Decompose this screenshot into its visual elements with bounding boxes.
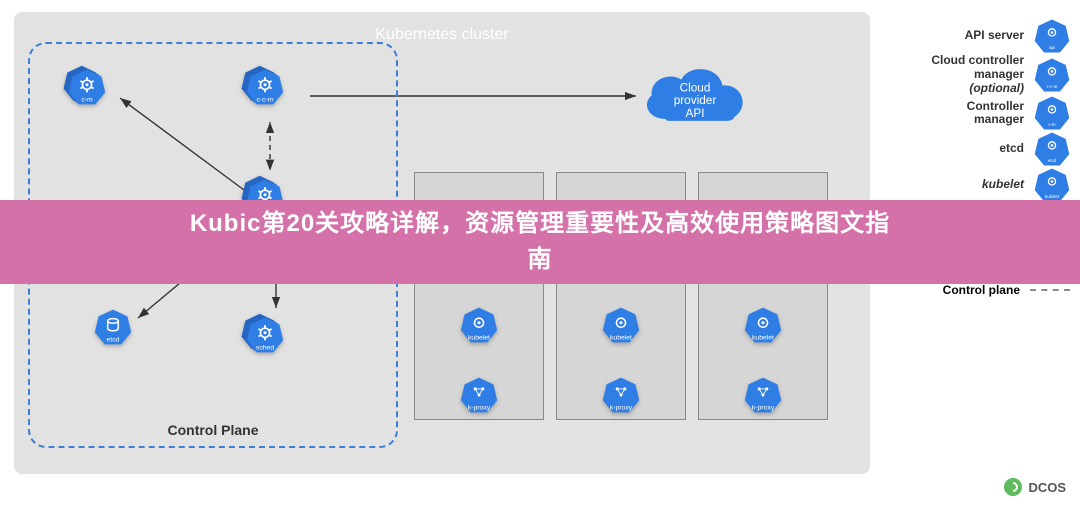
legend-icon-kubelet: kubelet <box>1034 167 1070 203</box>
svg-text:c-c-m: c-c-m <box>1047 84 1058 89</box>
svg-text:c-c-m: c-c-m <box>257 96 274 103</box>
legend-cp-dash <box>1030 289 1070 291</box>
svg-text:api: api <box>1049 45 1055 50</box>
node-1-kproxy: k-proxy <box>596 370 646 420</box>
node-1-kubelet: kubelet <box>596 300 646 350</box>
cloud-provider-api: Cloud provider API <box>636 58 754 134</box>
banner-line1: Kubic第20关攻略详解，资源管理重要性及高效使用策略图文指 <box>190 210 890 237</box>
svg-text:etcd: etcd <box>1048 158 1057 163</box>
banner-line2: 南 <box>528 246 553 273</box>
banner-text: Kubic第20关攻略详解，资源管理重要性及高效使用策略图文指 南 <box>190 206 890 278</box>
svg-text:kubelet: kubelet <box>752 334 774 341</box>
svg-text:kubelet: kubelet <box>1045 194 1060 199</box>
legend-cp-label: Control plane <box>943 283 1020 297</box>
svg-text:etcd: etcd <box>107 336 120 343</box>
title-banner: Kubic第20关攻略详解，资源管理重要性及高效使用策略图文指 南 <box>0 200 1080 284</box>
svg-text:k-proxy: k-proxy <box>468 404 491 411</box>
legend-row-etcd: etcd etcd <box>874 131 1070 167</box>
legend-icon-c-c-m: c-c-m <box>1034 57 1070 93</box>
svg-text:sched: sched <box>256 344 274 351</box>
cloud-line3: API <box>685 107 704 120</box>
node-2-kubelet: kubelet <box>738 300 788 350</box>
component-sched: sched <box>240 310 290 360</box>
legend-row-c-m: Controllermanager c-m <box>874 95 1070 131</box>
wechat-icon <box>1004 478 1022 496</box>
legend-icon-api: api <box>1034 18 1070 54</box>
legend-text: Cloud controllermanager(optional) <box>931 54 1024 95</box>
node-2-kproxy: k-proxy <box>738 370 788 420</box>
legend-row-api: API server api <box>874 18 1070 54</box>
component-etcd: etcd <box>88 302 138 352</box>
legend-text: etcd <box>999 142 1024 156</box>
svg-text:c-m: c-m <box>1048 122 1056 127</box>
legend-text: kubelet <box>982 178 1024 192</box>
component-c-c-m: c-c-m <box>240 62 290 112</box>
svg-text:k-proxy: k-proxy <box>610 404 633 411</box>
watermark: DCOS <box>1004 478 1066 496</box>
svg-text:k-proxy: k-proxy <box>752 404 775 411</box>
control-plane-label: Control Plane <box>30 422 396 438</box>
diagram-canvas: Kubernetes cluster Control Plane c-m c-c… <box>0 0 1080 506</box>
legend-icon-etcd: etcd <box>1034 131 1070 167</box>
legend-row-kubelet: kubelet kubelet <box>874 167 1070 203</box>
cloud-line2: provider <box>674 94 717 107</box>
legend-text: Controllermanager <box>967 100 1024 128</box>
legend-row-c-c-m: Cloud controllermanager(optional) c-c-m <box>874 54 1070 95</box>
watermark-text: DCOS <box>1028 480 1066 495</box>
legend-control-plane: Control plane <box>874 283 1070 297</box>
svg-text:c-m: c-m <box>81 96 93 103</box>
cloud-line1: Cloud <box>680 81 711 94</box>
svg-text:kubelet: kubelet <box>610 334 632 341</box>
node-0-kubelet: kubelet <box>454 300 504 350</box>
legend-text: API server <box>965 29 1024 43</box>
svg-text:kubelet: kubelet <box>468 334 490 341</box>
node-0-kproxy: k-proxy <box>454 370 504 420</box>
component-c-m: c-m <box>62 62 112 112</box>
legend-icon-c-m: c-m <box>1034 95 1070 131</box>
